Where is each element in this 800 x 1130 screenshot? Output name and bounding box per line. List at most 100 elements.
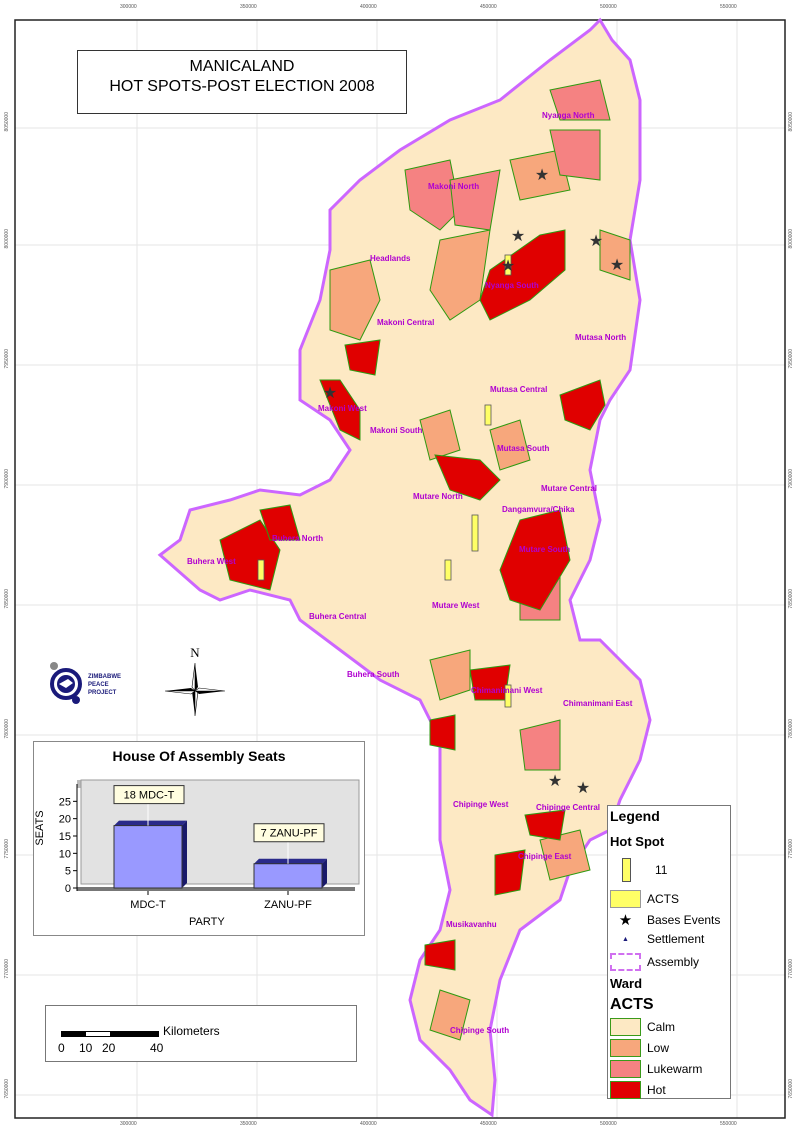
constituency-label: Dangamvura/Chika [502,505,575,514]
constituency-label: Buhera North [272,534,324,543]
constituency-label: Chipinge Central [536,803,601,812]
constituency-label: Nyanga North [542,111,595,120]
scale-tick: 40 [150,1041,164,1055]
hot-spot-bars [257,254,512,708]
legend-assembly: Assembly [647,955,700,969]
legend-title: Legend [610,808,660,824]
constituency-label: Chipinge East [518,852,572,861]
assembly-swatch [610,953,641,971]
data-label-box [253,823,325,843]
x-tick-label: MDC-T [130,899,166,911]
legend-hot-spot-heading: Hot Spot [610,834,665,849]
y-tick-label: 15 [59,831,71,843]
easting-label: 300000 [120,1121,137,1127]
legend-ward-heading: Ward [610,976,643,991]
easting-label: 300000 [120,4,137,10]
svg-text:★: ★ [501,258,515,275]
scale-tick: 10 [79,1041,93,1055]
compass-rose-icon [164,662,226,717]
easting-label: 500000 [600,1121,617,1127]
chart-ylabel: SEATS [34,810,46,846]
constituency-label: Chimanimani West [471,686,543,695]
svg-text:★: ★ [511,228,525,245]
legend: Legend Hot Spot 11 ACTS ★ Bases Events ▲ S… [607,805,731,1099]
easting-label: 400000 [360,4,377,10]
bar-MDC-T [113,825,183,889]
constituency-label: Mutare North [413,492,463,501]
chart-plot: 0 5 10 15 20 25 18 MDC-T MDC-T 7 ZANU-PF ZANU-PF [59,779,360,911]
lukewarm-swatch [610,1060,641,1078]
constituency-label: Chimanimani East [563,699,633,708]
legend-settlement: Settlement [647,932,705,946]
legend-calm: Calm [647,1020,676,1034]
hot-spot-bar-icon [622,858,631,882]
y-tick-label: 5 [65,866,71,878]
constituency-label: Headlands [370,254,411,263]
title-line-1: MANICALAND [189,58,295,75]
zimbabwe-peace-project-logo: ZIMBABWE PEACE PROJECT [46,660,136,705]
easting-label: 500000 [600,4,617,10]
legend-hot: Hot [647,1083,666,1097]
easting-label: 550000 [720,4,737,10]
easting-label: 350000 [240,1121,257,1127]
chart-xlabel: PARTY [189,916,225,928]
constituency-label: Mutare South [519,545,571,554]
svg-text:★: ★ [548,773,562,790]
ward-low [329,149,631,1041]
logo-text: ZIMBABWE PEACE PROJECT [88,674,121,696]
constituency-label: Buhera Central [309,612,367,621]
legend-low: Low [647,1041,670,1055]
north-arrow: N [163,645,227,717]
dove-logo-icon [50,662,82,704]
constituency-label: Mutasa Central [490,385,548,394]
svg-text:★: ★ [535,167,549,184]
acts-swatch [610,890,641,908]
low-swatch [610,1039,641,1057]
svg-text:★: ★ [576,780,590,797]
scale-tick: 20 [102,1041,116,1055]
data-label: 18 MDC-T [124,790,175,802]
bases-events-stars: ★ ★ ★ ★ ★ ★ ★ ★ [323,167,624,797]
chart-title: House Of Assembly Seats [112,748,286,764]
title-line-2: HOT SPOTS-POST ELECTION 2008 [109,78,375,95]
ward-hot [219,229,606,971]
constituency-label: Makoni South [370,426,423,435]
legend-bases: Bases Events [647,913,721,927]
data-label: 7 ZANU-PF [261,828,318,840]
constituency-label: Buhera West [187,557,236,566]
constituency-label: Mutare West [432,601,480,610]
constituency-label: Mutare Central [541,484,598,493]
bar-side [322,858,327,888]
north-label: N [190,645,200,660]
scale-bar-box: Kilometers 0 10 20 40 [45,1005,357,1062]
svg-text:★: ★ [323,385,337,402]
constituency-label: Mutasa North [575,333,627,342]
easting-label: 550000 [720,1121,737,1127]
y-tick-label: 10 [59,848,71,860]
legend-hot-spot-value: 11 [655,863,668,877]
bar-top [114,820,187,826]
legend-acts: ACTS [647,892,680,906]
constituency-label: Nyanga South [485,281,539,290]
ward-lukewarm [404,79,611,771]
easting-label: 400000 [360,1121,377,1127]
y-tick-label: 0 [65,883,71,895]
constituency-label: Mutasa South [497,444,550,453]
legend-lukewarm: Lukewarm [647,1062,703,1076]
settlement-triangle-icon: ▲ [622,935,629,943]
y-tick-label: 25 [59,796,71,808]
svg-text:★: ★ [589,233,603,250]
hot-swatch [610,1081,641,1099]
constituency-label: Chipinge South [450,1026,510,1035]
star-icon: ★ [618,912,633,929]
constituency-label: Musikavanhu [446,920,497,929]
easting-label: 350000 [240,4,257,10]
y-tick-label: 20 [59,814,71,826]
legend-ward-acts-heading: ACTS [610,996,654,1013]
easting-label: 450000 [480,1121,497,1127]
bar-side [182,820,187,888]
bar-ZANU-PF [253,863,323,889]
data-label-box [113,785,185,805]
constituency-label: Makoni West [318,404,367,413]
constituency-label: Chipinge West [453,800,509,809]
